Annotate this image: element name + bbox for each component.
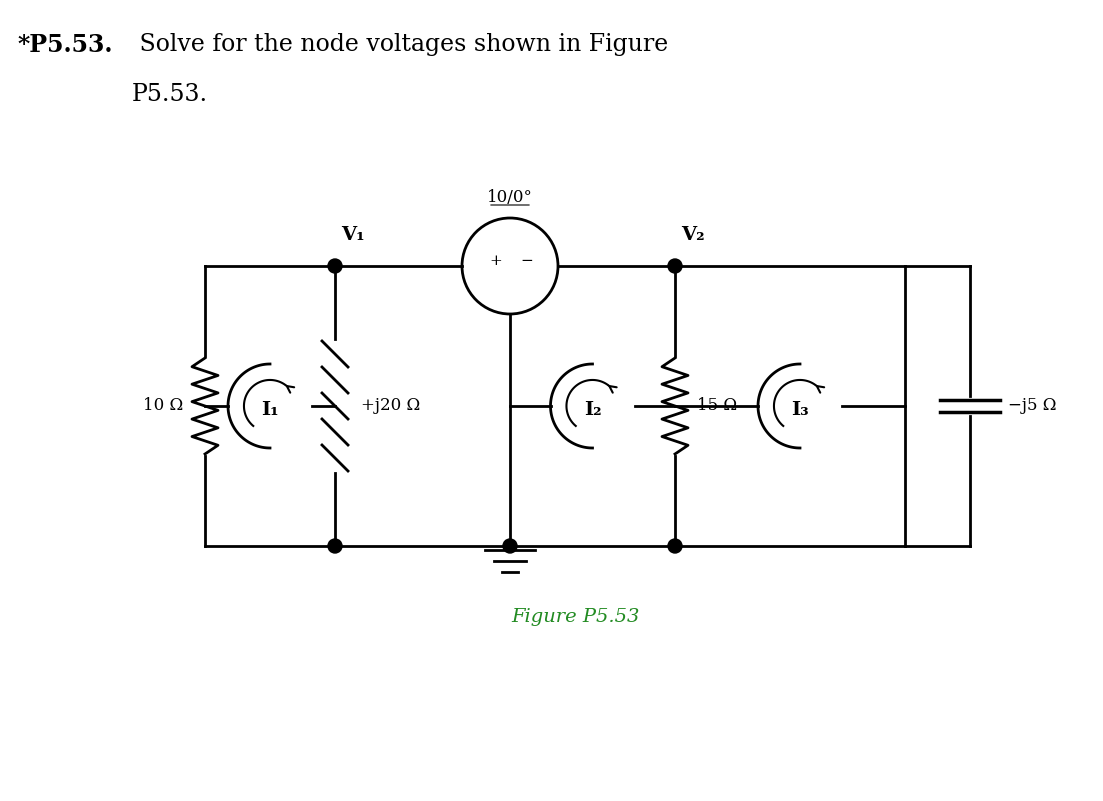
Circle shape [328,259,342,273]
Text: 10 Ω: 10 Ω [142,397,183,414]
Text: V₂: V₂ [681,226,705,244]
Text: P5.53.: P5.53. [132,83,208,106]
Circle shape [503,539,517,553]
Circle shape [328,539,342,553]
Text: +j20 Ω: +j20 Ω [361,397,420,414]
Text: I₂: I₂ [583,401,601,419]
Text: 10/0°: 10/0° [488,189,533,206]
Circle shape [668,539,682,553]
Circle shape [668,259,682,273]
Text: I₃: I₃ [791,401,808,419]
Text: +: + [490,254,502,268]
Text: Solve for the node voltages shown in Figure: Solve for the node voltages shown in Fig… [132,33,668,56]
Text: V₁: V₁ [341,226,365,244]
Text: *P5.53.: *P5.53. [18,33,114,57]
Text: −: − [521,254,534,268]
Text: Figure P5.53: Figure P5.53 [511,608,639,626]
Text: 15 Ω: 15 Ω [697,397,737,414]
Text: I₁: I₁ [261,401,279,419]
Text: −j5 Ω: −j5 Ω [1008,397,1057,414]
